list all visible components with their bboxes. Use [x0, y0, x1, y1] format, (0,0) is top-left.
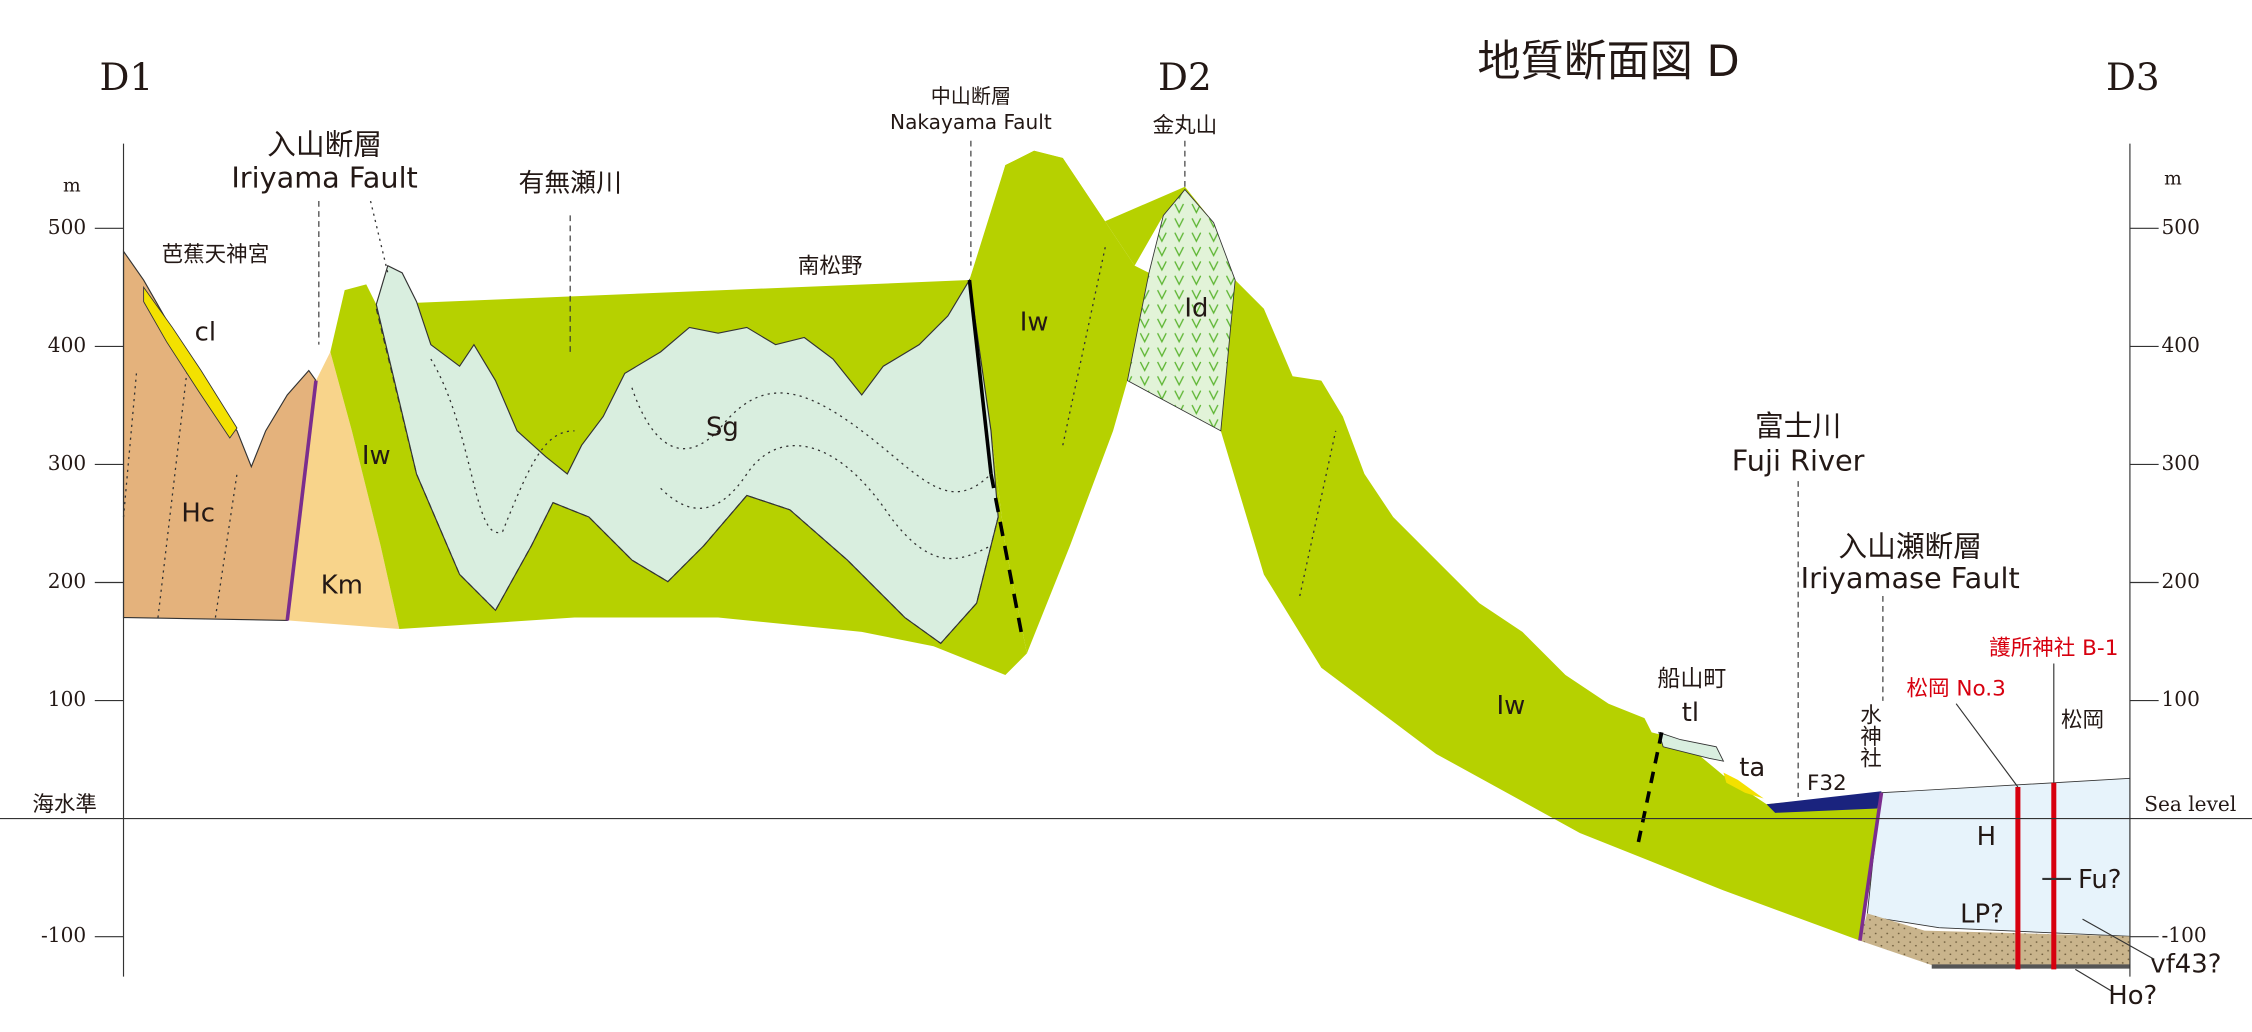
unit-label: vf43?: [2150, 950, 2221, 980]
river-label: Fuji River: [1732, 443, 1865, 477]
unit-label: tl: [1682, 698, 1699, 728]
fault-label: Iriyama Fault: [231, 161, 417, 195]
unit: m: [63, 176, 81, 197]
place-label: 芭蕉天神宮: [162, 243, 270, 268]
section-point: D1: [100, 55, 154, 99]
leader: [2075, 968, 2112, 992]
tick-label: 500: [2162, 215, 2200, 239]
leaders: [318, 140, 1884, 798]
place-label: 船山町: [1657, 666, 1726, 692]
borehole-label: 護所神社 B-1: [1989, 636, 2118, 661]
tick-label: 200: [48, 569, 86, 593]
unit-km: [287, 351, 400, 630]
place-label: 水神社: [1857, 704, 1882, 769]
unit-label: Id: [1184, 293, 1208, 323]
unit-ta: [1723, 772, 1764, 799]
tick-label: 300: [48, 451, 86, 475]
unit-label: Hc: [181, 499, 215, 529]
tick-label: 200: [2162, 569, 2200, 593]
unit-label: H: [1977, 822, 1996, 852]
unit-iw-peak: [969, 150, 1149, 654]
fault-label: Iriyamase Fault: [1801, 561, 2020, 595]
leader: [1955, 703, 2019, 788]
tick-label: 100: [2162, 687, 2200, 711]
nakayama-fault-line: [967, 279, 993, 475]
unit-f32: [1766, 791, 1882, 813]
tick-label: 400: [48, 333, 86, 357]
iriyama-fault-line: [285, 380, 318, 621]
unit-label: Sg: [706, 412, 739, 442]
leader: [369, 200, 389, 274]
unit-label: cl: [195, 318, 216, 348]
sea-level-label: Sea level: [2144, 792, 2236, 816]
unit-label: Km: [321, 570, 363, 600]
sea-level-label: 海水準: [32, 793, 97, 818]
borehole-label: 松岡 No.3: [1906, 676, 2005, 701]
unit: m: [2164, 169, 2182, 190]
fault-label: Nakayama Fault: [890, 110, 1052, 134]
tick-label: 500: [48, 215, 86, 239]
place-label: 金丸山: [1153, 113, 1218, 138]
leader: [2082, 918, 2155, 960]
unit-id: [1126, 188, 1236, 432]
tick-label: 100: [48, 687, 86, 711]
fault-label: 入山断層: [267, 127, 382, 161]
place-label: 松岡: [2061, 708, 2104, 733]
unit-label: Iw: [1020, 308, 1049, 338]
fault-label: 中山断層: [931, 84, 1011, 108]
unit-label: LP?: [1960, 899, 2004, 929]
iriyamase-fault-line: [1858, 792, 1884, 941]
tick-label: -100: [2162, 923, 2207, 947]
sg-base: [375, 308, 999, 645]
unit-label: Fu?: [2078, 865, 2122, 895]
river-label: 富士川: [1755, 409, 1841, 443]
unit-label: Iw: [362, 441, 391, 471]
unit-vf43: [1859, 913, 2130, 966]
river-label: 有無瀬川: [518, 168, 621, 198]
tick-label: -100: [41, 923, 86, 947]
sg-structure: [430, 358, 992, 560]
section-point: D3: [2106, 55, 2160, 99]
unit-label: Ho?: [2108, 981, 2157, 1011]
unit-tl: [1658, 731, 1725, 762]
unit-label: Iw: [1497, 691, 1526, 721]
fault-label: 入山瀬断層: [1838, 530, 1982, 564]
tick-label: 400: [2162, 333, 2200, 357]
section-point: D2: [1158, 55, 1212, 99]
nakayama-fault-buried: [989, 473, 1025, 640]
place-label: 南松野: [798, 254, 863, 279]
unit-cl: [143, 285, 238, 439]
bedding: [122, 244, 1337, 618]
unit-label: F32: [1807, 771, 1847, 796]
title: 地質断面図 D: [1477, 37, 1739, 87]
unit-sg: [375, 264, 999, 645]
unit-label: ta: [1739, 753, 1765, 783]
tick-label: 300: [2162, 451, 2200, 475]
